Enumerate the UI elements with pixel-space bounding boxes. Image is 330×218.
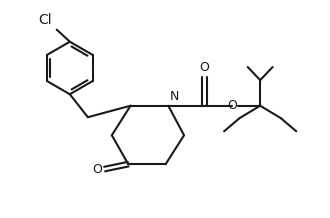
Text: Cl: Cl (38, 13, 52, 27)
Text: O: O (92, 163, 102, 176)
Text: O: O (199, 61, 209, 73)
Text: N: N (170, 90, 179, 103)
Text: O: O (228, 99, 238, 112)
